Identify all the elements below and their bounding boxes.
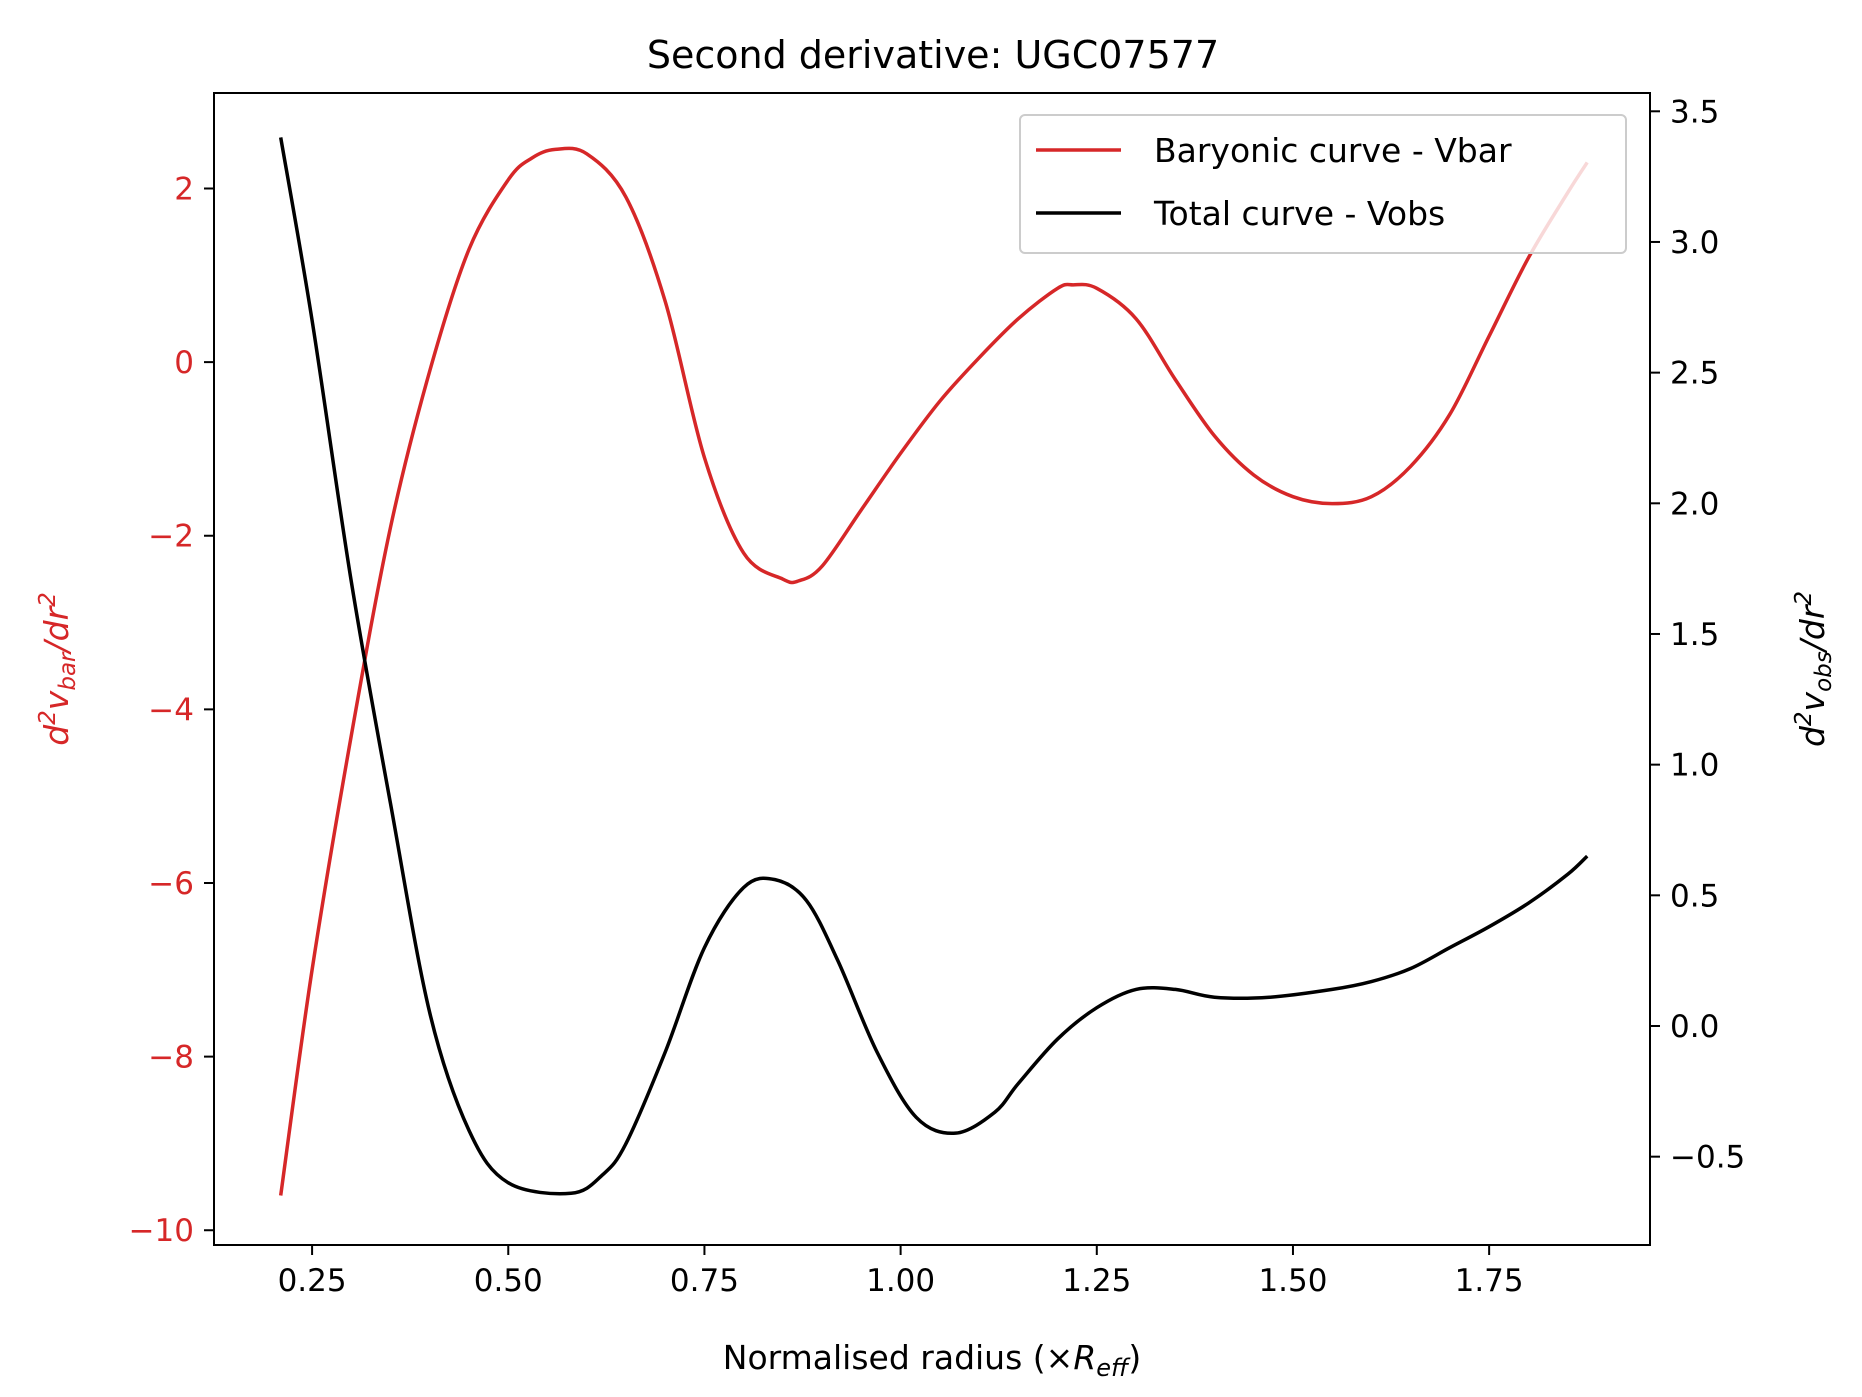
y-left-tick-label: 0 [174,345,194,381]
legend-box [1019,114,1627,254]
y-right-tick-label: 3.5 [1670,94,1719,130]
y-right-tick-label: 0.5 [1670,878,1719,914]
y-left-tick-label: −10 [129,1213,194,1249]
y-left-tick-label: −4 [148,692,194,728]
y-axis-left: −10 −8 −6 −4 −2 0 2 [129,171,214,1249]
y-right-tick-label: 2.5 [1670,356,1719,392]
x-tick-label: 0.25 [278,1263,347,1299]
x-axis-label: Normalised radius (×Reff) [723,1338,1141,1382]
x-tick-label: 1.75 [1455,1263,1524,1299]
series-line-baryonic [278,146,1589,1196]
x-tick-label: 1.00 [866,1263,935,1299]
y-right-tick-label: 1.5 [1670,617,1719,653]
y-right-tick-label: −0.5 [1670,1140,1745,1176]
x-axis: 0.25 0.50 0.75 1.00 1.25 1.50 1.75 [278,1245,1524,1299]
y-left-tick-label: −8 [148,1040,194,1076]
y-axis-left-label: d2vbar/dr2 [35,592,81,746]
y-right-tick-label: 2.0 [1670,486,1719,522]
y-axis-right-label: d2vobs/dr2 [1791,591,1837,747]
y-right-tick-label: 3.0 [1670,225,1719,261]
legend: Baryonic curve - Vbar Total curve - Vobs [1019,114,1627,254]
x-tick-label: 1.50 [1258,1263,1327,1299]
x-tick-label: 0.75 [670,1263,739,1299]
y-left-tick-label: 2 [174,171,194,207]
x-tick-label: 0.50 [474,1263,543,1299]
legend-label-baryonic: Baryonic curve - Vbar [1154,131,1512,170]
y-axis-right: −0.5 0.0 0.5 1.0 1.5 2.0 2.5 3.0 3.5 [1650,94,1745,1176]
plot-frame [213,92,1651,1246]
chart-title: Second derivative: UGC07577 [647,33,1219,77]
x-tick-label: 1.25 [1062,1263,1131,1299]
y-left-tick-label: −6 [148,866,194,902]
series-line-total [278,137,1589,1196]
y-right-tick-label: 0.0 [1670,1009,1719,1045]
y-right-tick-label: 1.0 [1670,748,1719,784]
series-layer [278,137,1589,1196]
y-left-tick-label: −2 [148,519,194,555]
legend-label-total: Total curve - Vobs [1153,194,1445,233]
